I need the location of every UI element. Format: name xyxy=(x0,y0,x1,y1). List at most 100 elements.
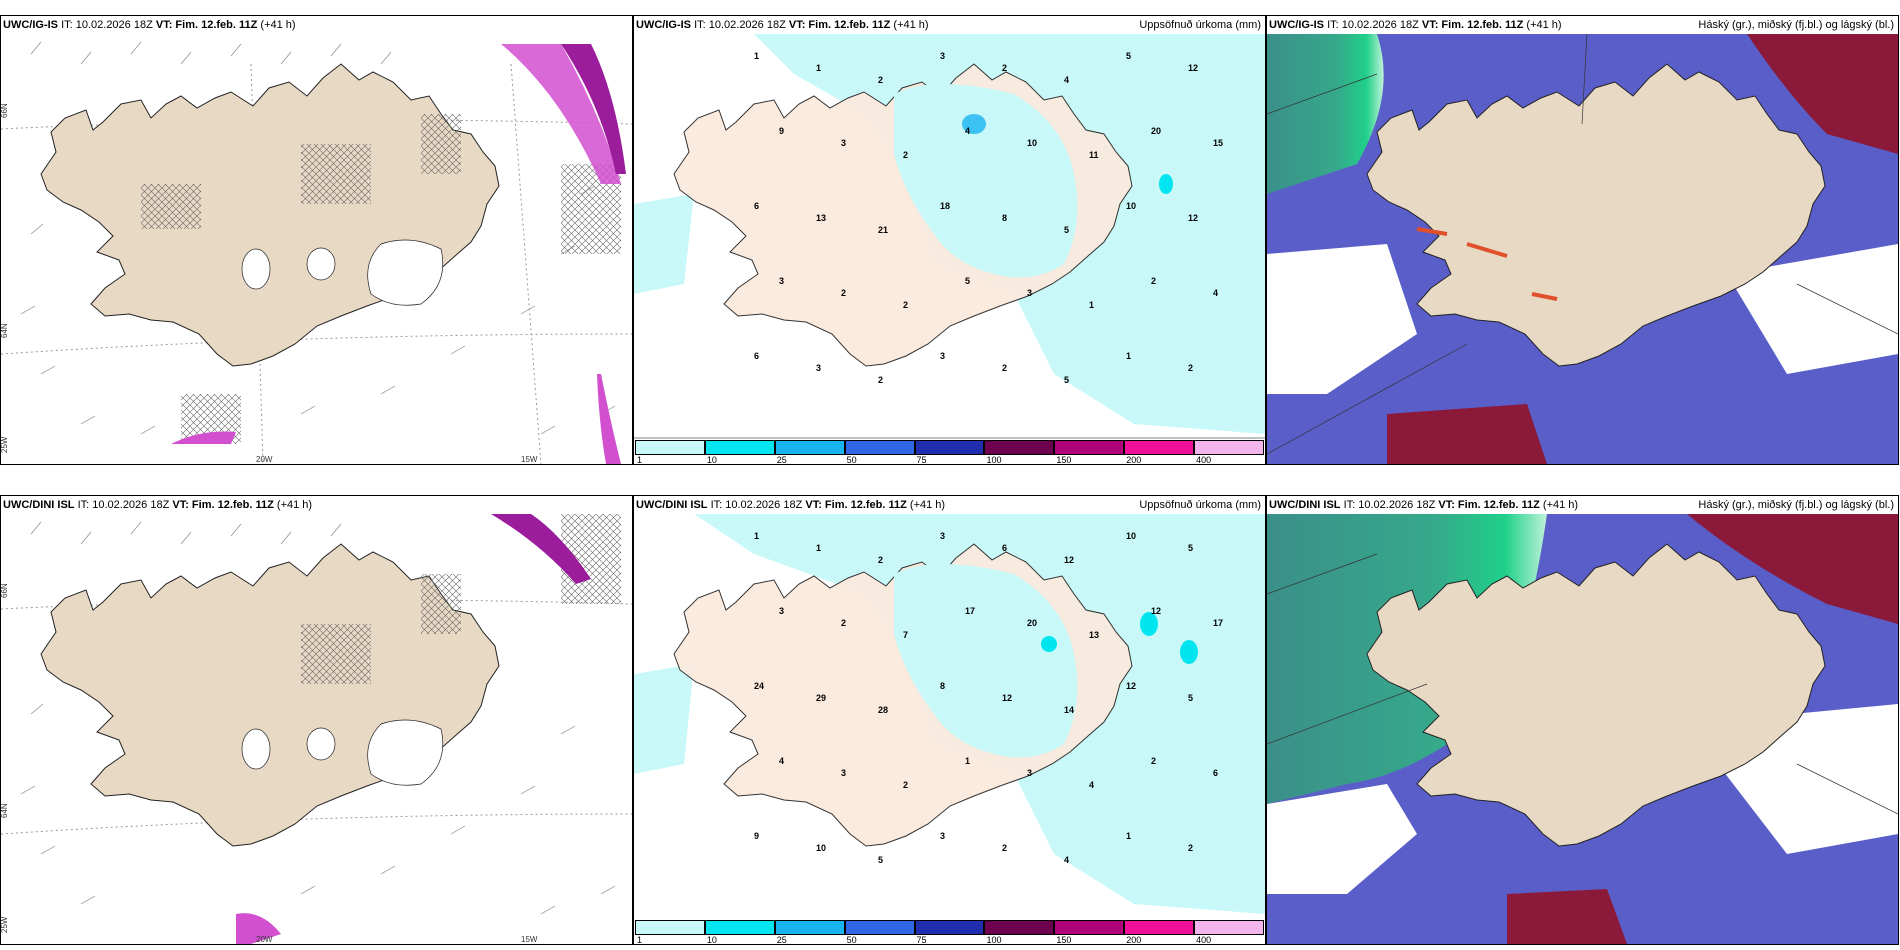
precip-value: 7 xyxy=(903,630,908,640)
cloud-title: Háský (gr.), miðský (fj.bl.) og lágský (… xyxy=(1698,19,1894,31)
legend-label: 200 xyxy=(1126,455,1142,465)
precip-value: 2 xyxy=(903,300,908,310)
cloud-panel-top: UWC/IG-IS IT: 10.02.2026 18Z VT: Fim. 12… xyxy=(1266,15,1899,465)
svg-text:25W: 25W xyxy=(1,436,9,453)
precip-value: 9 xyxy=(779,126,784,136)
cloud-map[interactable] xyxy=(1267,34,1898,464)
precip-value: 1 xyxy=(816,543,821,553)
svg-text:15W: 15W xyxy=(521,455,538,464)
precip-value: 3 xyxy=(940,531,945,541)
precip-value: 1 xyxy=(754,51,759,61)
legend-swatch xyxy=(1124,440,1195,455)
svg-text:20W: 20W xyxy=(256,935,273,944)
wind-panel-bottom: UWC/DINI ISL IT: 10.02.2026 18Z VT: Fim.… xyxy=(0,495,633,945)
precip-value: 10 xyxy=(1126,531,1136,541)
precip-value: 4 xyxy=(1089,780,1094,790)
svg-text:25W: 25W xyxy=(1,916,9,933)
precip-value: 18 xyxy=(940,201,950,211)
legend-label: 25 xyxy=(776,935,787,945)
precip-value: 8 xyxy=(1002,213,1007,223)
precip-value: 17 xyxy=(965,606,975,616)
precip-value: 2 xyxy=(878,375,883,385)
precip-value: 1 xyxy=(1089,300,1094,310)
legend-swatch xyxy=(635,440,705,455)
precip-value: 2 xyxy=(1002,63,1007,73)
precip-value: 12 xyxy=(1064,555,1074,565)
legend-label: 10 xyxy=(706,935,717,945)
precip-value: 3 xyxy=(779,276,784,286)
legend-label: 100 xyxy=(986,455,1002,465)
precip-value: 2 xyxy=(1002,843,1007,853)
precip-title: Uppsöfnuð úrkoma (mm) xyxy=(1139,499,1261,511)
legend-label: 400 xyxy=(1196,455,1212,465)
legend-swatch xyxy=(984,440,1055,455)
precip-value: 8 xyxy=(940,681,945,691)
legend-label: 50 xyxy=(846,455,857,465)
precip-value: 11 xyxy=(1089,150,1099,160)
precip-value: 5 xyxy=(878,855,883,865)
legend-swatch xyxy=(1194,440,1264,455)
precip-value: 1 xyxy=(965,756,970,766)
legend-label: 150 xyxy=(1056,455,1072,465)
precip-panel-bottom: UWC/DINI ISL IT: 10.02.2026 18Z VT: Fim.… xyxy=(633,495,1266,945)
legend-label: 400 xyxy=(1196,935,1212,945)
precip-value: 4 xyxy=(779,756,784,766)
precip-map[interactable]: 1 1 2 3 2 4 5 12 9 3 2 4 10 11 20 15 6 13 21 18 8 5 10 12 3 2 2 5 3 1… xyxy=(634,34,1265,464)
precip-value: 1 xyxy=(1126,351,1131,361)
wind-map[interactable]: 66N 64N 25W 20W 15W xyxy=(1,34,632,464)
legend-swatch xyxy=(1194,920,1264,935)
legend-swatch xyxy=(1054,440,1125,455)
precip-value: 12 xyxy=(1002,693,1012,703)
precip-value: 5 xyxy=(1188,693,1193,703)
precip-value: 5 xyxy=(965,276,970,286)
precip-value: 2 xyxy=(1002,363,1007,373)
precip-value: 29 xyxy=(816,693,826,703)
precip-value: 1 xyxy=(816,63,821,73)
precip-value: 2 xyxy=(1188,363,1193,373)
legend-label: 75 xyxy=(916,935,927,945)
precip-panel-top: UWC/IG-IS IT: 10.02.2026 18Z VT: Fim. 12… xyxy=(633,15,1266,465)
panel-header: UWC/DINI ISL IT: 10.02.2026 18Z VT: Fim.… xyxy=(1267,496,1898,514)
precip-value: 6 xyxy=(754,201,759,211)
precip-value: 4 xyxy=(1064,75,1069,85)
svg-text:64N: 64N xyxy=(1,323,9,338)
precip-value: 6 xyxy=(1213,768,1218,778)
precip-value: 28 xyxy=(878,705,888,715)
precip-value: 10 xyxy=(816,843,826,853)
precip-value: 2 xyxy=(841,618,846,628)
precip-map[interactable]: 1 1 2 3 6 12 10 5 3 2 7 17 20 13 12 17 24 29 28 8 12 14 12 5 4 3 2… xyxy=(634,514,1265,944)
wind-map[interactable]: 66N 64N 25W 20W 15W xyxy=(1,514,632,944)
precip-value: 24 xyxy=(754,681,764,691)
precip-value: 17 xyxy=(1213,618,1223,628)
precip-value: 3 xyxy=(940,351,945,361)
precip-value: 10 xyxy=(1126,201,1136,211)
precip-value: 4 xyxy=(1064,855,1069,865)
precip-value: 3 xyxy=(816,363,821,373)
precip-value: 2 xyxy=(1151,276,1156,286)
precip-value: 3 xyxy=(779,606,784,616)
legend-swatch xyxy=(914,440,985,455)
precip-value: 14 xyxy=(1064,705,1074,715)
precip-value: 20 xyxy=(1027,618,1037,628)
legend-label: 200 xyxy=(1126,935,1142,945)
precip-value: 12 xyxy=(1188,213,1198,223)
precip-value: 20 xyxy=(1151,126,1161,136)
precip-value: 10 xyxy=(1027,138,1037,148)
precip-value: 12 xyxy=(1188,63,1198,73)
precip-value: 4 xyxy=(1213,288,1218,298)
precip-value: 2 xyxy=(878,75,883,85)
precip-value: 5 xyxy=(1126,51,1131,61)
legend-label: 1 xyxy=(637,455,643,465)
precip-value: 13 xyxy=(816,213,826,223)
cloud-panel-bottom: UWC/DINI ISL IT: 10.02.2026 18Z VT: Fim.… xyxy=(1266,495,1899,945)
precip-value: 3 xyxy=(1027,288,1032,298)
panel-header: UWC/DINI ISL IT: 10.02.2026 18Z VT: Fim.… xyxy=(634,496,1265,514)
cloud-map[interactable] xyxy=(1267,514,1898,944)
precip-value: 2 xyxy=(1188,843,1193,853)
precip-value: 5 xyxy=(1064,225,1069,235)
precip-value: 1 xyxy=(1126,831,1131,841)
legend-swatch xyxy=(635,920,705,935)
precip-title: Uppsöfnuð úrkoma (mm) xyxy=(1139,19,1261,31)
precip-value: 15 xyxy=(1213,138,1223,148)
precip-value: 2 xyxy=(903,780,908,790)
